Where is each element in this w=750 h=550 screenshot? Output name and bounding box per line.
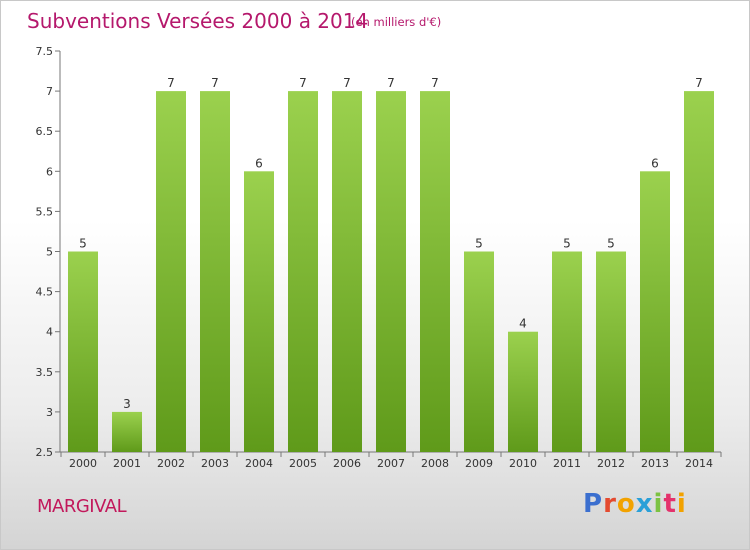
data-label-2001: 3 — [123, 397, 131, 411]
bar-2008 — [420, 91, 450, 452]
logo-letter: r — [603, 489, 617, 519]
data-label-2002: 7 — [167, 76, 175, 90]
bar-2003 — [200, 91, 230, 452]
data-label-2004: 6 — [255, 156, 263, 170]
x-tick-label-2007: 2007 — [377, 457, 405, 470]
logo-letter: o — [616, 489, 636, 519]
bar-2014 — [684, 91, 714, 452]
x-tick-label-2003: 2003 — [201, 457, 229, 470]
data-label-2003: 7 — [211, 76, 219, 90]
y-tick-label: 6.5 — [36, 125, 54, 138]
y-tick-label: 4.5 — [36, 286, 54, 299]
data-label-2006: 7 — [343, 76, 351, 90]
x-tick-label-2010: 2010 — [509, 457, 537, 470]
data-label-2000: 5 — [79, 237, 87, 251]
bar-2013 — [640, 171, 670, 453]
place-name: MARGIVAL — [37, 496, 127, 517]
x-tick-label-2004: 2004 — [245, 457, 273, 470]
bars — [68, 91, 714, 453]
y-tick-label: 5 — [46, 246, 53, 259]
y-tick-label: 2.5 — [36, 446, 54, 459]
x-tick-label-2014: 2014 — [685, 457, 713, 470]
y-tick-label: 6 — [46, 165, 53, 178]
bar-2011 — [552, 251, 582, 452]
x-tick-label-2005: 2005 — [289, 457, 317, 470]
y-tick-label: 7 — [46, 85, 53, 98]
bar-2002 — [156, 91, 186, 452]
x-tick-label-2011: 2011 — [553, 457, 581, 470]
axes: 2.5 3 3.5 4 4.5 5 5.5 6 6.5 7 7.5 2000 2001 2002 2003 2… — [36, 45, 722, 470]
x-tick-label-2012: 2012 — [597, 457, 625, 470]
logo-letter: i — [676, 489, 687, 519]
proxiti-logo[interactable]: Proxiti — [583, 489, 687, 519]
x-tick-label-2006: 2006 — [333, 457, 361, 470]
bar-2004 — [244, 171, 274, 453]
bar-2000 — [68, 251, 98, 452]
y-tick-label: 5.5 — [36, 205, 54, 218]
chart-title: Subventions Versées 2000 à 2014 — [27, 9, 369, 33]
x-tick-label-2013: 2013 — [641, 457, 669, 470]
data-label-2010: 4 — [519, 317, 527, 331]
logo-letter: i — [653, 489, 664, 519]
y-tick-label: 7.5 — [36, 45, 54, 58]
bar-2006 — [332, 91, 362, 452]
bar-2001 — [112, 411, 142, 452]
data-label-2005: 7 — [299, 76, 307, 90]
data-labels: 5 3 7 7 6 7 7 7 7 5 4 5 5 6 7 — [79, 76, 703, 411]
data-label-2014: 7 — [695, 76, 703, 90]
x-tick-label-2008: 2008 — [421, 457, 449, 470]
data-label-2012: 5 — [607, 237, 615, 251]
bar-2010 — [508, 331, 538, 452]
y-tick-label: 4 — [46, 326, 53, 339]
data-label-2007: 7 — [387, 76, 395, 90]
chart-subtitle: (en milliers d'€) — [351, 15, 442, 29]
x-tick-label-2000: 2000 — [69, 457, 97, 470]
data-label-2009: 5 — [475, 237, 483, 251]
data-label-2011: 5 — [563, 237, 571, 251]
bar-2012 — [596, 251, 626, 452]
x-tick-label-2001: 2001 — [113, 457, 141, 470]
bar-2005 — [288, 91, 318, 452]
x-tick-label-2009: 2009 — [465, 457, 493, 470]
data-label-2008: 7 — [431, 76, 439, 90]
bar-2007 — [376, 91, 406, 452]
y-tick-label: 3 — [46, 406, 53, 419]
logo-letter: x — [635, 489, 654, 519]
logo-letter: t — [663, 489, 677, 519]
x-tick-label-2002: 2002 — [157, 457, 185, 470]
data-label-2013: 6 — [651, 156, 659, 170]
logo-letter: P — [583, 489, 604, 519]
bar-2009 — [464, 251, 494, 452]
y-tick-label: 3.5 — [36, 366, 54, 379]
